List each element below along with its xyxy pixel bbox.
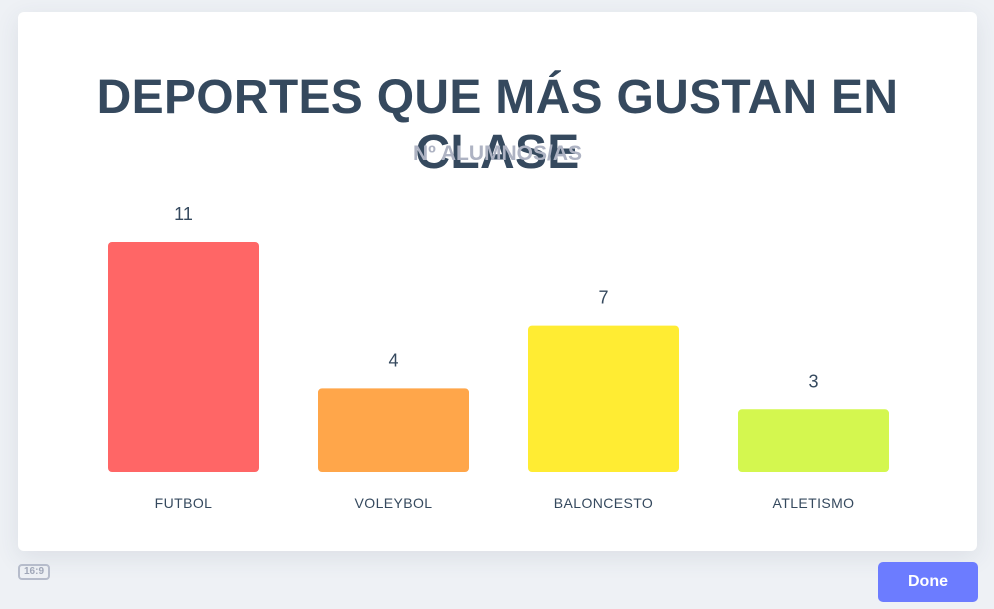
- bar-value-voleybol: 4: [388, 350, 398, 370]
- done-button[interactable]: Done: [878, 562, 978, 602]
- chart-card: DEPORTES QUE MÁS GUSTAN EN CLASE Nº ALUM…: [18, 12, 977, 551]
- category-label-voleybol: VOLEYBOL: [355, 495, 433, 511]
- category-label-atletismo: ATLETISMO: [773, 495, 855, 511]
- bar-voleybol[interactable]: [318, 388, 469, 472]
- bar-value-futbol: 11: [174, 204, 193, 224]
- chart-subtitle: Nº ALUMNOS/AS: [412, 142, 583, 165]
- aspect-ratio-badge[interactable]: 16:9: [18, 564, 50, 580]
- bar-value-atletismo: 3: [808, 371, 818, 391]
- bar-baloncesto[interactable]: [528, 325, 679, 472]
- bar-atletismo[interactable]: [738, 409, 889, 472]
- chart-title: DEPORTES QUE MÁS GUSTAN EN CLASE: [96, 71, 899, 179]
- category-label-baloncesto: BALONCESTO: [554, 495, 653, 511]
- bar-value-baloncesto: 7: [598, 288, 608, 308]
- bar-chart: 11 FUTBOL 4 VOLEYBOL 7 BALONCESTO 3 ATLETISMO: [108, 204, 889, 511]
- category-label-futbol: FUTBOL: [155, 495, 213, 511]
- bar-futbol[interactable]: [108, 242, 259, 472]
